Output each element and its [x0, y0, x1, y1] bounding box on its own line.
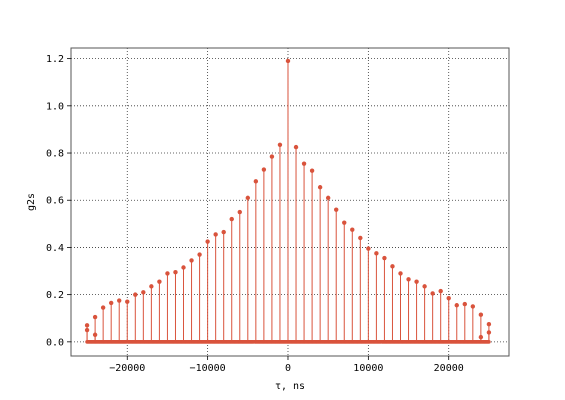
stem-marker: [486, 330, 492, 335]
stem-marker: [382, 255, 387, 261]
y-tick-label: 1.0: [46, 101, 64, 112]
stem-marker: [317, 185, 323, 190]
stem-marker: [205, 239, 210, 244]
stem-marker: [358, 235, 363, 241]
stem-marker: [133, 292, 138, 297]
x-tick-label: −10000: [190, 363, 226, 374]
stem-marker: [438, 288, 443, 294]
stem-marker: [125, 299, 130, 304]
stem-marker: [406, 277, 411, 282]
stem-marker: [117, 298, 122, 303]
stem-marker: [277, 142, 283, 147]
stem-marker: [221, 229, 226, 235]
stem-marker: [165, 271, 170, 276]
x-tick-label: 10000: [353, 363, 383, 374]
stem-marker: [414, 279, 419, 284]
stem-marker: [486, 321, 492, 327]
y-tick-label: 0.2: [46, 290, 64, 301]
stem-marker: [398, 271, 403, 276]
stem-series: [84, 58, 492, 342]
stem-marker: [181, 265, 186, 270]
stem-marker: [462, 301, 467, 307]
x-tick-label: 20000: [434, 363, 464, 374]
stem-marker: [213, 232, 218, 237]
stem-marker: [342, 220, 347, 225]
baseline-marker: [487, 340, 491, 344]
stem-marker: [197, 252, 202, 257]
stem-marker: [173, 270, 178, 275]
stem-marker: [390, 264, 395, 269]
stem-marker: [189, 258, 194, 263]
y-axis-label: g2s: [26, 193, 37, 211]
stem-marker: [84, 327, 90, 333]
stem-marker: [374, 251, 379, 256]
stem-marker: [253, 179, 259, 184]
stem-marker: [430, 291, 435, 296]
stem-marker: [446, 295, 451, 301]
stem-marker: [108, 300, 114, 306]
stem-marker: [84, 323, 90, 328]
y-tick-label: 0.0: [46, 337, 64, 348]
axis-ticks: −20000 −10000 0 10000 20000 0.0 0.2 0.4 0.6 0.8 1.…: [46, 54, 464, 374]
y-tick-label: 0.4: [46, 243, 64, 254]
stem-marker: [366, 246, 371, 251]
stem-marker: [470, 304, 476, 309]
stem-marker: [237, 209, 242, 215]
stem-marker: [478, 312, 484, 317]
y-tick-label: 0.6: [46, 196, 64, 207]
stem-marker: [100, 305, 106, 310]
stem-marker: [334, 207, 339, 212]
grid-lines: [71, 48, 509, 356]
stem-marker: [325, 195, 331, 201]
stem-marker: [261, 167, 267, 172]
y-tick-label: 0.8: [46, 149, 64, 160]
stem-marker: [92, 332, 98, 337]
stem-marker: [350, 227, 355, 232]
axes-frame: [70, 47, 510, 357]
stem-marker: [478, 334, 484, 340]
stem-marker: [422, 284, 427, 289]
stem-marker: [229, 216, 234, 222]
stem-marker: [301, 161, 307, 166]
stem-marker: [285, 58, 291, 64]
stem-marker: [157, 279, 162, 284]
stem-marker: [454, 303, 459, 308]
stem-marker: [92, 314, 98, 320]
stem-marker: [293, 144, 299, 150]
x-axis-label: τ, ns: [275, 381, 305, 392]
stem-marker: [269, 154, 275, 159]
x-tick-label: 0: [285, 363, 291, 374]
y-tick-label: 1.2: [46, 54, 64, 65]
stem-marker: [309, 168, 315, 173]
stem-marker: [141, 290, 146, 295]
x-tick-label: −20000: [109, 363, 145, 374]
stem-marker: [245, 195, 251, 201]
stem-marker: [149, 284, 154, 289]
